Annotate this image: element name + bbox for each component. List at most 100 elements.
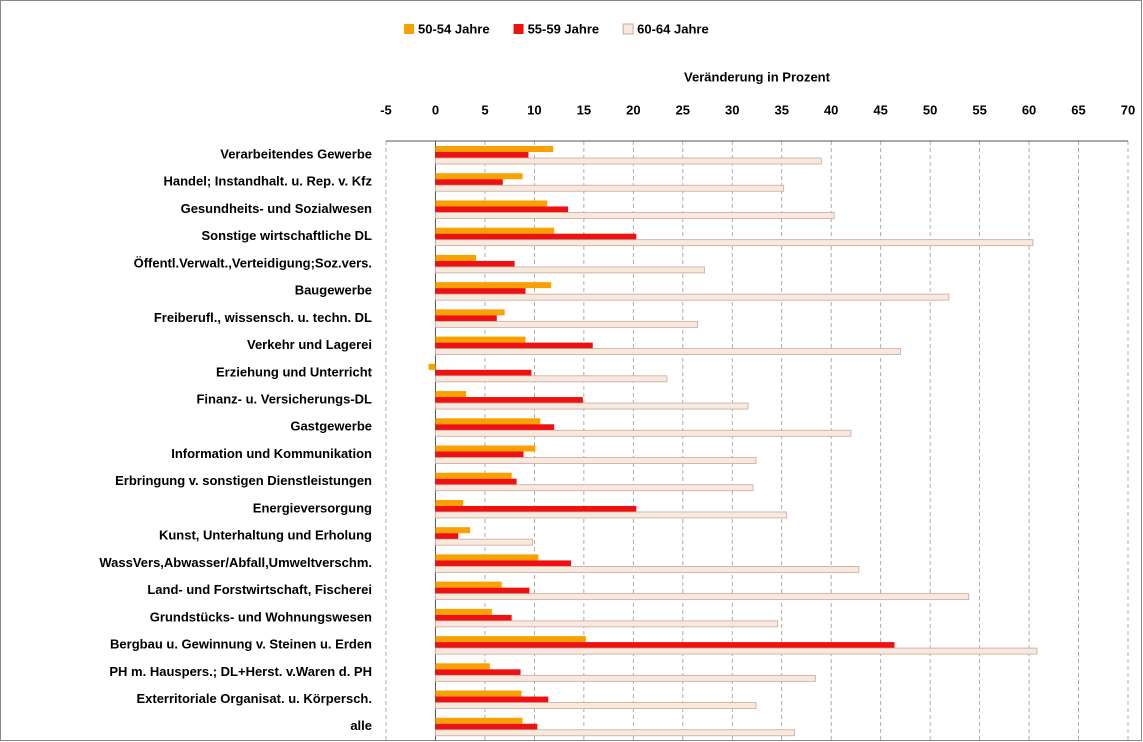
bar bbox=[435, 538, 533, 546]
bar bbox=[435, 620, 779, 628]
y-tick-label: Gastgewerbe bbox=[290, 419, 372, 434]
bar bbox=[435, 647, 1038, 655]
bar bbox=[435, 206, 569, 213]
bar bbox=[435, 696, 549, 703]
bar bbox=[435, 391, 467, 398]
legend-swatch bbox=[622, 23, 634, 35]
y-tick-label: Information und Kommunikation bbox=[171, 446, 372, 461]
x-tick-label: 45 bbox=[873, 102, 887, 117]
bar bbox=[435, 723, 538, 730]
bar bbox=[435, 587, 530, 594]
x-tick-label: 55 bbox=[972, 102, 986, 117]
y-tick-label: Verarbeitendes Gewerbe bbox=[220, 146, 372, 161]
y-tick-label: Erbringung v. sonstigen Dienstleistungen bbox=[115, 473, 372, 488]
bar bbox=[435, 227, 555, 234]
y-tick-label: Freiberufl., wissensch. u. techn. DL bbox=[154, 310, 372, 325]
y-tick-label: Erziehung und Unterricht bbox=[216, 364, 373, 379]
bar bbox=[435, 674, 816, 682]
y-tick-label: Exterritoriale Organisat. u. Körpersch. bbox=[136, 691, 372, 706]
bar bbox=[435, 260, 515, 267]
x-tick-label: 10 bbox=[527, 102, 541, 117]
bar bbox=[435, 342, 593, 349]
bar bbox=[435, 146, 554, 152]
y-tick-label: PH m. Hauspers.; DL+Herst. v.Waren d. PH bbox=[109, 664, 372, 679]
bar bbox=[435, 499, 464, 506]
x-tick-label: 70 bbox=[1121, 102, 1135, 117]
y-tick-label: Sonstige wirtschaftliche DL bbox=[202, 228, 373, 243]
bar bbox=[435, 614, 512, 621]
bar bbox=[435, 320, 699, 328]
bar bbox=[435, 505, 637, 512]
y-tick-label: Energieversorgung bbox=[253, 500, 372, 515]
bar bbox=[435, 152, 529, 158]
bar bbox=[435, 478, 517, 485]
bar bbox=[428, 363, 436, 370]
bar bbox=[435, 702, 757, 709]
bar bbox=[435, 336, 526, 343]
bar bbox=[435, 424, 555, 431]
bar bbox=[435, 581, 502, 588]
y-tick-label: Öffentl.Verwalt.,Verteidigung;Soz.vers. bbox=[134, 255, 372, 270]
bar bbox=[435, 315, 497, 322]
bar bbox=[435, 566, 860, 573]
x-tick-label: 25 bbox=[676, 102, 690, 117]
bar bbox=[435, 717, 523, 724]
x-tick-label: 65 bbox=[1071, 102, 1085, 117]
y-tick-label: Handel; Instandhalt. u. Rep. v. Kfz bbox=[164, 174, 373, 189]
y-tick-label: Finanz- u. Versicherungs-DL bbox=[196, 391, 372, 406]
bar bbox=[435, 457, 757, 464]
x-tick-label: 15 bbox=[577, 102, 591, 117]
bar bbox=[435, 554, 539, 561]
bar bbox=[435, 669, 521, 676]
bar bbox=[435, 200, 548, 207]
x-tick-label: 5 bbox=[481, 102, 488, 117]
x-tick-label: 40 bbox=[824, 102, 838, 117]
bar bbox=[435, 445, 536, 452]
bar bbox=[435, 690, 522, 697]
bar bbox=[435, 184, 785, 192]
bar bbox=[435, 157, 822, 165]
bar bbox=[435, 239, 1034, 247]
bar bbox=[435, 636, 586, 643]
y-tick-label: Baugewerbe bbox=[295, 283, 372, 298]
bar bbox=[435, 293, 950, 301]
bar bbox=[435, 266, 705, 274]
legend-swatch bbox=[404, 24, 414, 34]
bar bbox=[435, 402, 749, 410]
legend-label: 60-64 Jahre bbox=[637, 21, 709, 36]
bar bbox=[435, 418, 541, 425]
bar bbox=[435, 179, 503, 186]
bar bbox=[435, 608, 492, 615]
x-tick-label: 30 bbox=[725, 102, 739, 117]
y-tick-label: Verkehr und Lagerei bbox=[247, 337, 372, 352]
x-tick-label: 60 bbox=[1022, 102, 1036, 117]
legend-label: 55-59 Jahre bbox=[528, 21, 600, 36]
bar bbox=[435, 254, 477, 261]
bar bbox=[435, 173, 523, 180]
bar bbox=[435, 472, 512, 479]
bar bbox=[435, 527, 471, 534]
x-tick-label: 35 bbox=[774, 102, 788, 117]
bar bbox=[435, 282, 552, 289]
bar bbox=[435, 484, 754, 492]
bar bbox=[435, 663, 490, 670]
bar bbox=[435, 369, 532, 376]
x-tick-label: 0 bbox=[432, 102, 439, 117]
legend-label: 50-54 Jahre bbox=[418, 21, 490, 36]
bar bbox=[435, 511, 788, 519]
bar bbox=[435, 375, 668, 383]
x-tick-label: 20 bbox=[626, 102, 640, 117]
x-tick-label: 50 bbox=[923, 102, 937, 117]
bar bbox=[435, 233, 637, 240]
bar bbox=[435, 397, 583, 404]
bar bbox=[435, 729, 795, 737]
bar bbox=[435, 429, 852, 437]
y-tick-label: alle bbox=[350, 718, 372, 733]
x-tick-label: -5 bbox=[380, 102, 392, 117]
bar bbox=[435, 560, 572, 567]
bar bbox=[435, 642, 895, 649]
bar bbox=[435, 212, 835, 219]
y-tick-label: Kunst, Unterhaltung und Erholung bbox=[159, 528, 372, 543]
bar bbox=[435, 309, 505, 316]
